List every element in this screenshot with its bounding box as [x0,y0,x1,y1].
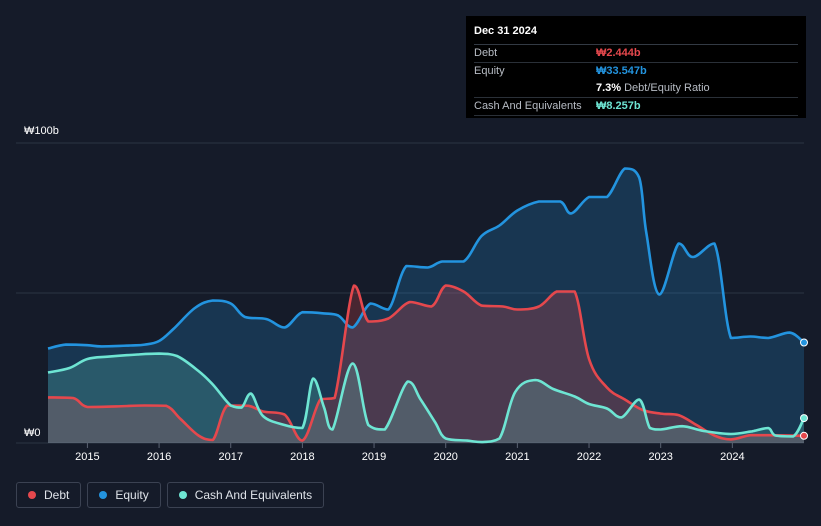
tooltip-cash-label: Cash And Equivalents [474,100,582,112]
tooltip-row-ratio: 7.3% Debt/Equity Ratio [474,80,798,98]
equity-dot-icon [99,491,108,499]
cash-line [47,352,806,444]
x-tick-label: 2022 [577,451,601,463]
x-tick-label: 2018 [290,451,314,463]
x-tick-label: 2020 [433,451,457,463]
x-tick-label: 2015 [75,451,99,463]
x-tick-label: 2024 [720,451,744,463]
tooltip-equity-value: ₩33.547b [596,65,647,77]
legend-equity-button[interactable]: Equity [87,482,161,508]
legend-debt-label: Debt [44,488,70,502]
grid-lines [16,142,804,444]
equity-end-marker [800,338,808,347]
cash-end-marker [800,414,808,423]
tooltip-panel: Dec 31 2024 Debt ₩2.444b Equity ₩33.547b… [466,16,806,118]
tooltip-cash-value: ₩8.257b [596,100,641,112]
cash-dot-icon [178,491,187,499]
series-lines [47,167,806,444]
x-tick-label: 2017 [218,451,242,463]
cash-area [48,353,804,443]
x-tick-label: 2023 [648,451,672,463]
legend-equity-label: Equity [115,488,149,502]
x-tick-label: 2021 [505,451,529,463]
debt-area [48,285,804,443]
tooltip-ratio-value: 7.3% [596,82,622,94]
x-axis-labels: 2015 2016 2017 2018 2019 2020 2021 2022 2023 2024 [75,443,745,463]
tooltip-date: Dec 31 2024 [474,16,798,45]
y-tick-label: ₩0 [24,427,41,439]
y-axis-labels: ₩100b ₩0 [24,125,59,439]
legend-debt-button[interactable]: Debt [16,482,82,508]
tooltip-ratio: 7.3% Debt/Equity Ratio [596,80,710,97]
tooltip-row-cash: Cash And Equivalents ₩8.257b [474,98,798,116]
legend-cash-button[interactable]: Cash And Equivalents [166,482,325,508]
x-tick-label: 2019 [362,451,386,463]
tooltip-debt-value: ₩2.444b [596,47,641,59]
debt-line [47,284,805,442]
tooltip-debt-label: Debt [474,47,498,59]
debt-dot-icon [28,491,36,499]
legend-cash-label: Cash And Equivalents [194,488,313,502]
x-tick-label: 2016 [147,451,171,463]
legend: Debt Equity Cash And Equivalents [16,482,325,510]
tooltip-equity-label: Equity [474,65,505,77]
y-tick-label: ₩100b [24,125,59,137]
equity-line [47,167,805,350]
end-markers [800,338,808,440]
tooltip-ratio-label: Debt/Equity Ratio [624,82,710,94]
debt-end-marker [800,431,808,440]
tooltip-row-equity: Equity ₩33.547b [474,63,798,80]
tooltip-row-debt: Debt ₩2.444b [474,45,798,63]
